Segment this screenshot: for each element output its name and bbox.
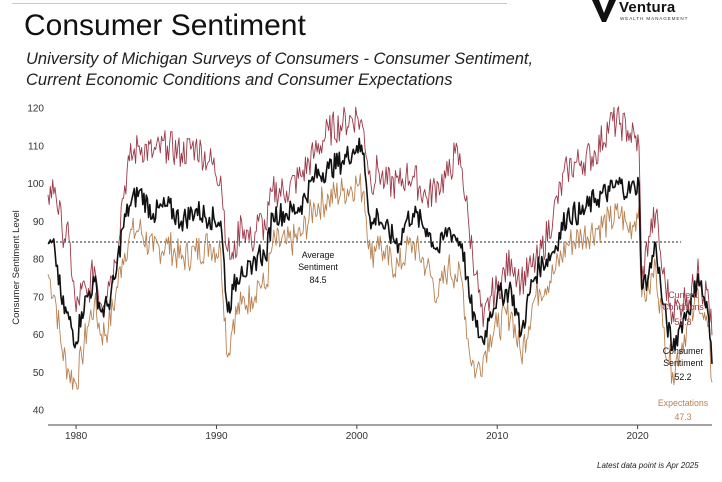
series-line-current-conditions (47, 106, 713, 336)
y-tick-label-60: 60 (33, 330, 45, 341)
average-label-line-1: Average (302, 250, 335, 260)
y-axis-label: Consumer Sentiment Level (11, 210, 22, 325)
y-tick-label-110: 110 (28, 141, 44, 152)
y-tick-label-80: 80 (33, 255, 45, 266)
average-label-line-2: Sentiment (298, 262, 338, 272)
logo-tagline: WEALTH MANAGEMENT (620, 16, 689, 21)
expectations-value: 47.3 (674, 412, 691, 422)
consumer-sentiment-label-2: Sentiment (663, 358, 703, 368)
top-divider (12, 3, 507, 4)
logo-name: Ventura (619, 0, 676, 16)
y-tick-label-40: 40 (33, 406, 45, 417)
average-label-value: 84.5 (309, 275, 326, 285)
expectations-label: Expectations (658, 398, 709, 408)
ventura-logo: Ventura WEALTH MANAGEMENT (592, 0, 712, 26)
latest-data-footnote: Latest data point is Apr 2025 (597, 461, 699, 470)
y-tick-label-100: 100 (27, 179, 44, 190)
x-tick-label-2010: 2010 (486, 431, 509, 442)
consumer-sentiment-label-1: Consumer (663, 346, 704, 356)
x-tick-label-2020: 2020 (626, 431, 649, 442)
y-tick-label-120: 120 (27, 104, 44, 115)
x-tick-label-1980: 1980 (65, 431, 88, 442)
current-conditions-value: 59.8 (674, 317, 691, 327)
ventura-v-logo-icon (592, 0, 616, 22)
series-line-expectations (47, 173, 713, 390)
page-title: Consumer Sentiment (24, 9, 306, 42)
subtitle-line-2: Current Economic Conditions and Consumer… (26, 71, 453, 89)
subtitle-line-1: University of Michigan Surveys of Consum… (26, 50, 534, 68)
y-tick-label-50: 50 (33, 368, 45, 379)
consumer-sentiment-value: 52.2 (674, 372, 691, 382)
y-tick-label-70: 70 (33, 292, 45, 303)
y-tick-label-90: 90 (33, 217, 45, 228)
chart-subtitle: University of Michigan Surveys of Consum… (26, 49, 586, 91)
x-tick-label-1990: 1990 (205, 431, 228, 442)
current-conditions-label-1: Current (668, 290, 698, 300)
series-line-consumer-sentiment (47, 137, 713, 364)
x-tick-label-2000: 2000 (346, 431, 369, 442)
current-conditions-label-2: Conditions (662, 302, 704, 312)
